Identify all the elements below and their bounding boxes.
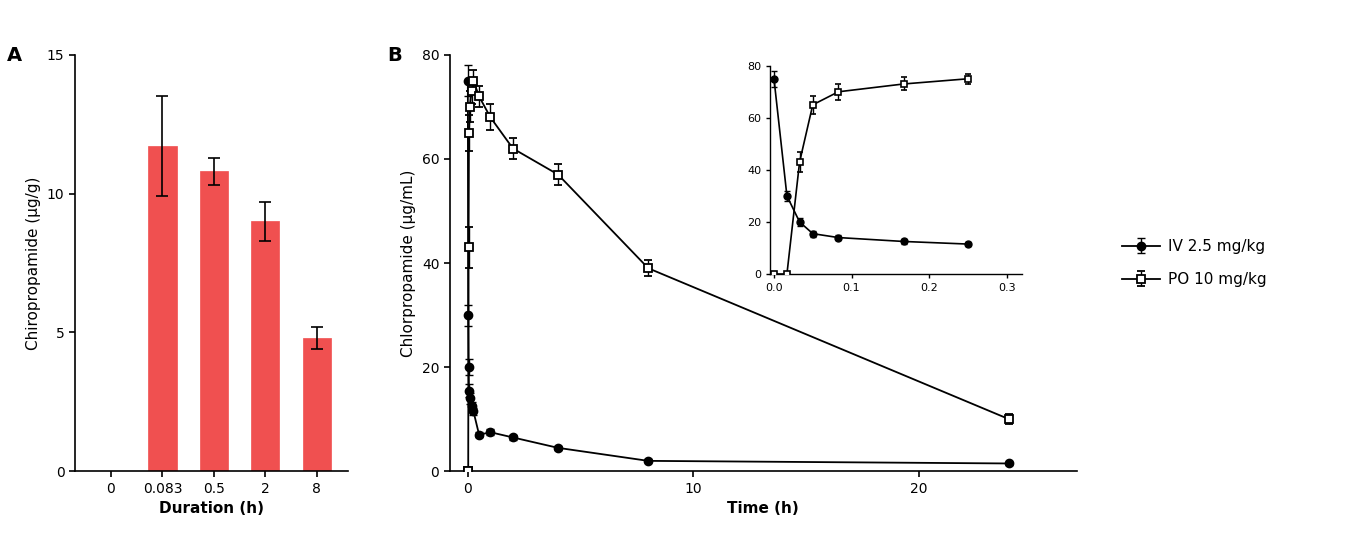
Y-axis label: Chiropropamide (µg/g): Chiropropamide (µg/g) (26, 176, 41, 350)
Bar (303, 338, 331, 471)
X-axis label: Time (h): Time (h) (728, 501, 799, 516)
Y-axis label: Chlorpropamide (µg/mL): Chlorpropamide (µg/mL) (401, 169, 416, 357)
Bar (200, 172, 228, 471)
Text: A: A (7, 47, 22, 65)
Bar (149, 146, 177, 471)
X-axis label: Duration (h): Duration (h) (158, 501, 264, 516)
Legend: IV 2.5 mg/kg, PO 10 mg/kg: IV 2.5 mg/kg, PO 10 mg/kg (1116, 233, 1273, 293)
Bar (251, 221, 279, 471)
Text: B: B (387, 47, 402, 65)
